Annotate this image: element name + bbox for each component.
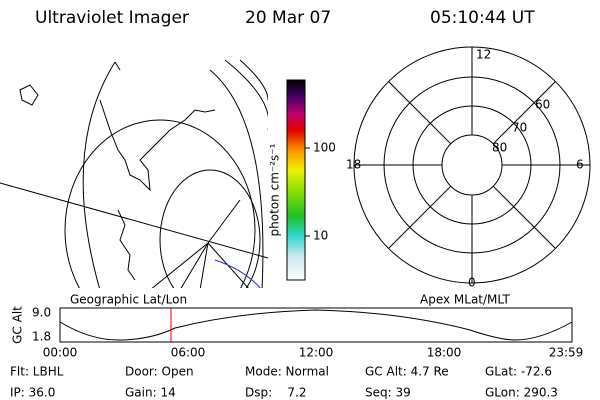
y-tick: 1.8 <box>32 330 51 344</box>
info-field: GC Alt: 4.7 Re <box>365 365 449 379</box>
lat-label: 80 <box>492 141 507 155</box>
colorbar <box>286 79 306 281</box>
info-field: GLon: 290.3 <box>485 386 558 400</box>
x-tick: 23:59 <box>549 346 584 360</box>
colorbar-tick: 10 <box>313 229 328 243</box>
altitude-curve <box>59 309 573 341</box>
x-tick: 00:00 <box>43 346 78 360</box>
mlt-label: 6 <box>576 158 584 172</box>
x-tick: 12:00 <box>299 346 334 360</box>
colorbar-tick: 100 <box>313 141 336 155</box>
title: Ultraviolet Imager <box>35 8 189 28</box>
y-label: GC Alt <box>11 306 25 344</box>
info-field: GLat: -72.6 <box>485 365 552 379</box>
lat-label: 70 <box>512 121 527 135</box>
info-field: Seq: 39 <box>365 386 411 400</box>
date: 20 Mar 07 <box>245 8 331 28</box>
timeline-left-title: Geographic Lat/Lon <box>70 293 187 307</box>
info-field: Mode: Normal <box>245 365 329 379</box>
info-field: Door: Open <box>125 365 194 379</box>
x-tick: 06:00 <box>171 346 206 360</box>
mlt-label: 12 <box>476 48 491 62</box>
map-panel <box>0 59 268 288</box>
timeline-right-title: Apex MLat/MLT <box>420 293 510 307</box>
info-panel: Flt: LBHL Door: Open Mode: Normal GC Alt: 4… <box>10 365 558 400</box>
timeline-frame <box>59 307 573 343</box>
x-tick: 18:00 <box>427 346 462 360</box>
polar-plot <box>353 46 591 284</box>
lat-label: 60 <box>535 98 550 112</box>
mlt-label: 0 <box>468 276 476 290</box>
info-field: Dsp: 7.2 <box>245 386 307 400</box>
y-tick: 9.0 <box>32 306 51 320</box>
mlt-label: 18 <box>346 158 361 172</box>
info-field: Flt: LBHL <box>10 365 64 379</box>
time: 05:10:44 UT <box>430 8 535 28</box>
colorbar-label: photon cm⁻²s⁻¹ <box>268 143 282 236</box>
info-field: Gain: 14 <box>125 386 176 400</box>
info-field: IP: 36.0 <box>10 386 55 400</box>
